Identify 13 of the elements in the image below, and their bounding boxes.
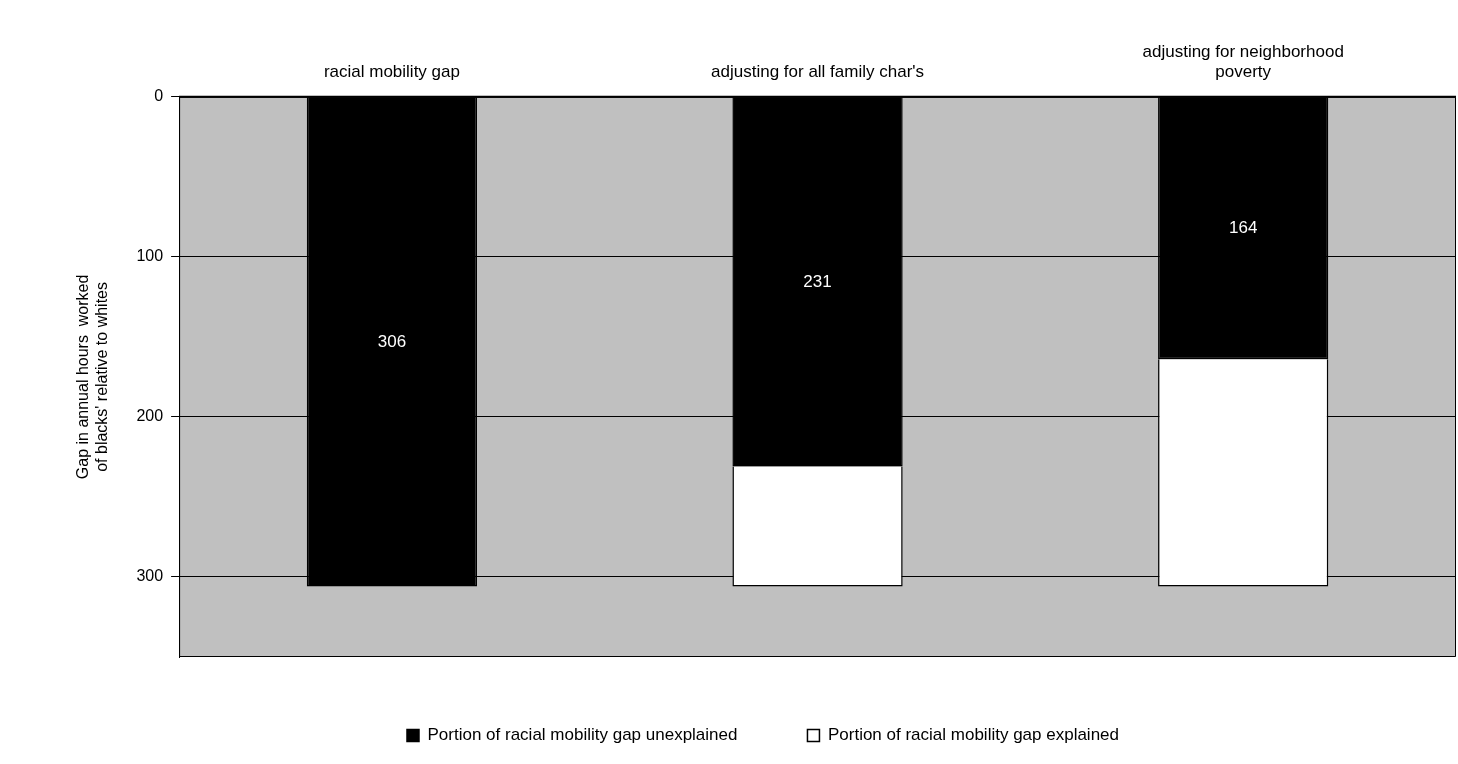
legend-label: Portion of racial mobility gap explained bbox=[827, 725, 1120, 745]
y-tick-label: 300 bbox=[136, 567, 164, 585]
x-tick-label: adjusting for neighborhood poverty bbox=[1142, 41, 1344, 82]
x-tick-label: racial mobility gap bbox=[323, 62, 460, 82]
y-tick-label: 100 bbox=[136, 247, 164, 265]
data-label: 306 bbox=[377, 331, 407, 351]
legend-label: Portion of racial mobility gap unexplained bbox=[427, 725, 738, 745]
data-label: 231 bbox=[803, 271, 832, 291]
y-tick-label: 200 bbox=[136, 407, 164, 425]
data-label: 164 bbox=[1228, 217, 1258, 237]
y-axis-title: Gap in annual hours worked of blacks' relative to whites bbox=[74, 274, 111, 480]
y-tick-label: 0 bbox=[154, 87, 164, 105]
x-tick-label: adjusting for all family char's bbox=[711, 62, 925, 82]
